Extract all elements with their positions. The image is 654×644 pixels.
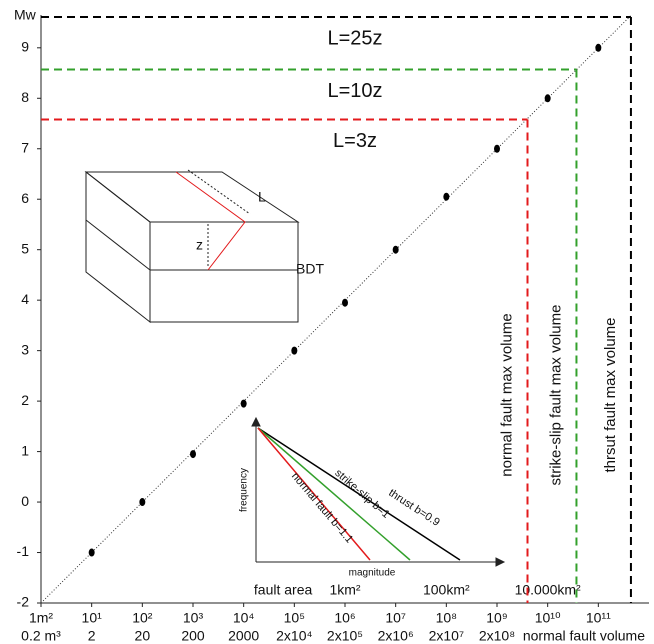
data-point (240, 399, 247, 408)
x2-tick-label: 2x10⁵ (327, 628, 363, 644)
inset-x-label: magnitude (349, 568, 396, 579)
x-tick-label: 10⁵ (284, 610, 305, 626)
x2-tick-label: 2x10⁸ (479, 628, 515, 644)
limit-volume-label: normal fault max volume (498, 313, 515, 476)
y-tick-label: 7 (21, 139, 29, 155)
inset-y-arrow (251, 416, 261, 427)
area-km-label: 1km² (329, 582, 360, 598)
limit-volume-label: strike-slip fault max volume (547, 305, 564, 486)
b-line (257, 427, 371, 561)
area-km-label: 10.000km² (515, 582, 581, 598)
y-tick-label: 8 (21, 89, 29, 105)
limit-label: L=3z (333, 130, 377, 152)
y-tick-label: 4 (21, 291, 29, 307)
limit-label: L=25z (327, 27, 382, 49)
x-axis-label: fault area (254, 582, 313, 598)
bdt-label: BDT (296, 261, 324, 277)
data-point (342, 298, 348, 307)
data-point (544, 94, 551, 103)
y-tick-label: 2 (21, 392, 29, 408)
b-line-label: thrust b=0.9 (386, 487, 441, 529)
x2-tick-label: 2 (88, 628, 96, 644)
length-label: L (258, 189, 266, 205)
fault-trace (175, 171, 246, 271)
block-diagram (84, 169, 300, 324)
x-tick-label: 10³ (183, 610, 204, 626)
y-tick-label: -2 (17, 594, 30, 610)
depth-label: z (196, 237, 203, 253)
limit-label: L=10z (327, 80, 382, 102)
data-point (494, 144, 500, 153)
data-point (139, 498, 146, 507)
x2-tick-label: 0.2 m³ (21, 628, 61, 644)
x-tick-label: 10⁶ (334, 610, 355, 626)
reference-line (40, 14, 632, 604)
x-tick-label: 1m² (29, 610, 53, 626)
b-line (257, 427, 461, 561)
data-point (595, 43, 602, 52)
y-tick-label: -1 (17, 543, 30, 559)
x2-axis-label: normal fault volume (523, 628, 645, 644)
x-tick-label: 10¹¹ (586, 610, 611, 626)
y-tick-label: 6 (21, 190, 29, 206)
b-line (257, 427, 411, 561)
x-tick-label: 10⁴ (233, 610, 255, 626)
block-front (149, 221, 299, 323)
limit-volume-label: thrsut fault max volume (602, 317, 619, 472)
inset-y-label: frequency (239, 468, 250, 512)
x2-tick-label: 2x10⁷ (429, 628, 464, 644)
x2-tick-label: 2000 (228, 628, 259, 644)
y-tick-label: 3 (21, 341, 29, 357)
x2-tick-label: 2x10⁴ (276, 628, 312, 644)
x2-tick-label: 2x10⁶ (378, 628, 414, 644)
x-tick-label: 10² (132, 610, 153, 626)
data-point (88, 548, 95, 557)
data-point (291, 346, 298, 355)
x2-tick-label: 20 (135, 628, 151, 644)
x-tick-label: 10⁷ (385, 610, 406, 626)
x-tick-label: 10⁸ (436, 610, 458, 626)
data-point (443, 192, 450, 201)
data-point (392, 245, 399, 254)
y-tick-label: 1 (21, 442, 29, 458)
x-tick-label: 10⁹ (486, 610, 508, 626)
b-line-label: strike-slip b=1 (332, 467, 391, 521)
y-tick-label: 0 (21, 493, 29, 509)
b-inset (251, 416, 506, 567)
area-km-label: 100km² (423, 582, 470, 598)
y-axis-label: Mw (14, 7, 37, 23)
inset-x-arrow (495, 557, 506, 567)
bdt-line-side (85, 219, 151, 271)
x-tick-label: 10¹ (82, 610, 103, 626)
x-tick-label: 10¹⁰ (535, 610, 561, 626)
y-tick-label: 5 (21, 240, 29, 256)
y-tick-label: 9 (21, 39, 29, 55)
x2-tick-label: 200 (181, 628, 205, 644)
data-point (190, 450, 196, 459)
length-arrow (187, 169, 251, 215)
block-side (85, 170, 151, 324)
